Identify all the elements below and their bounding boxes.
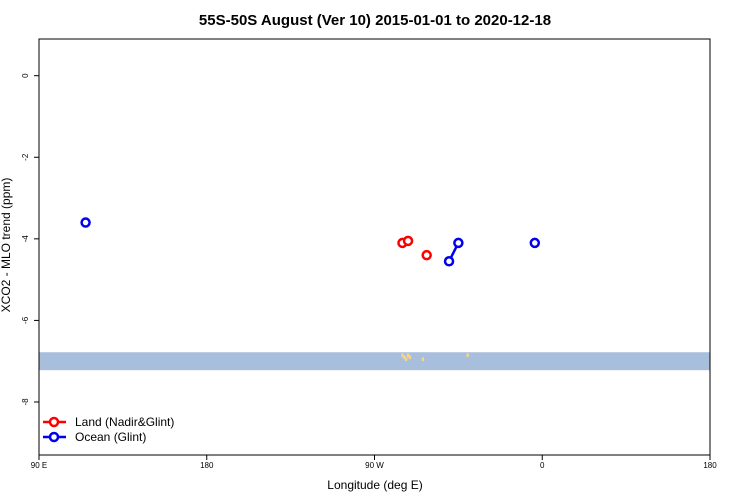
legend-marker-land xyxy=(48,416,60,428)
land-fragment xyxy=(466,353,469,358)
legend: Land (Nadir&Glint)Ocean (Glint) xyxy=(43,415,174,444)
x-tick-label: 90 E xyxy=(31,461,47,470)
x-axis-label: Longitude (deg E) xyxy=(327,478,422,492)
y-axis-label: XCO2 - MLO trend (ppm) xyxy=(0,178,13,313)
x-tick-label: 180 xyxy=(703,461,717,470)
x-tick-label: 180 xyxy=(200,461,214,470)
x-tick-label: 0 xyxy=(540,461,545,470)
land-fragment xyxy=(403,355,406,360)
legend-marker-ocean xyxy=(48,431,60,443)
y-tick-label: -4 xyxy=(21,235,30,243)
land-fragment xyxy=(404,357,408,362)
ocean-band xyxy=(39,352,710,371)
land-fragment xyxy=(408,355,412,360)
land-fragment xyxy=(421,357,425,362)
series-land-point xyxy=(421,249,432,261)
series-group xyxy=(80,217,749,267)
series-ocean-point xyxy=(443,256,455,267)
y-tick-label: 0 xyxy=(21,73,30,78)
x-tick-label: 90 W xyxy=(365,461,384,470)
y-tick-label: -2 xyxy=(21,153,30,161)
plot-area xyxy=(38,38,749,456)
plot-frame xyxy=(38,38,711,456)
series-ocean-point xyxy=(80,217,91,228)
y-axis-ticks: 0 -2 -4 -6 -8 xyxy=(21,73,39,406)
y-tick-label: -6 xyxy=(21,316,30,324)
y-tick-label: -8 xyxy=(21,398,30,406)
legend-label-land: Land (Nadir&Glint) xyxy=(75,415,174,429)
series-land-point xyxy=(402,235,414,247)
land-fragment xyxy=(401,353,404,358)
series-ocean-point xyxy=(529,237,541,249)
series-ocean-point xyxy=(453,237,464,249)
legend-label-ocean: Ocean (Glint) xyxy=(75,430,146,444)
chart-title: 55S-50S August (Ver 10) 2015-01-01 to 20… xyxy=(199,12,551,29)
land-fragment xyxy=(406,353,410,358)
series-ocean-point xyxy=(741,219,749,227)
x-axis-ticks: 90 E 180 90 W 0 180 xyxy=(31,455,717,470)
